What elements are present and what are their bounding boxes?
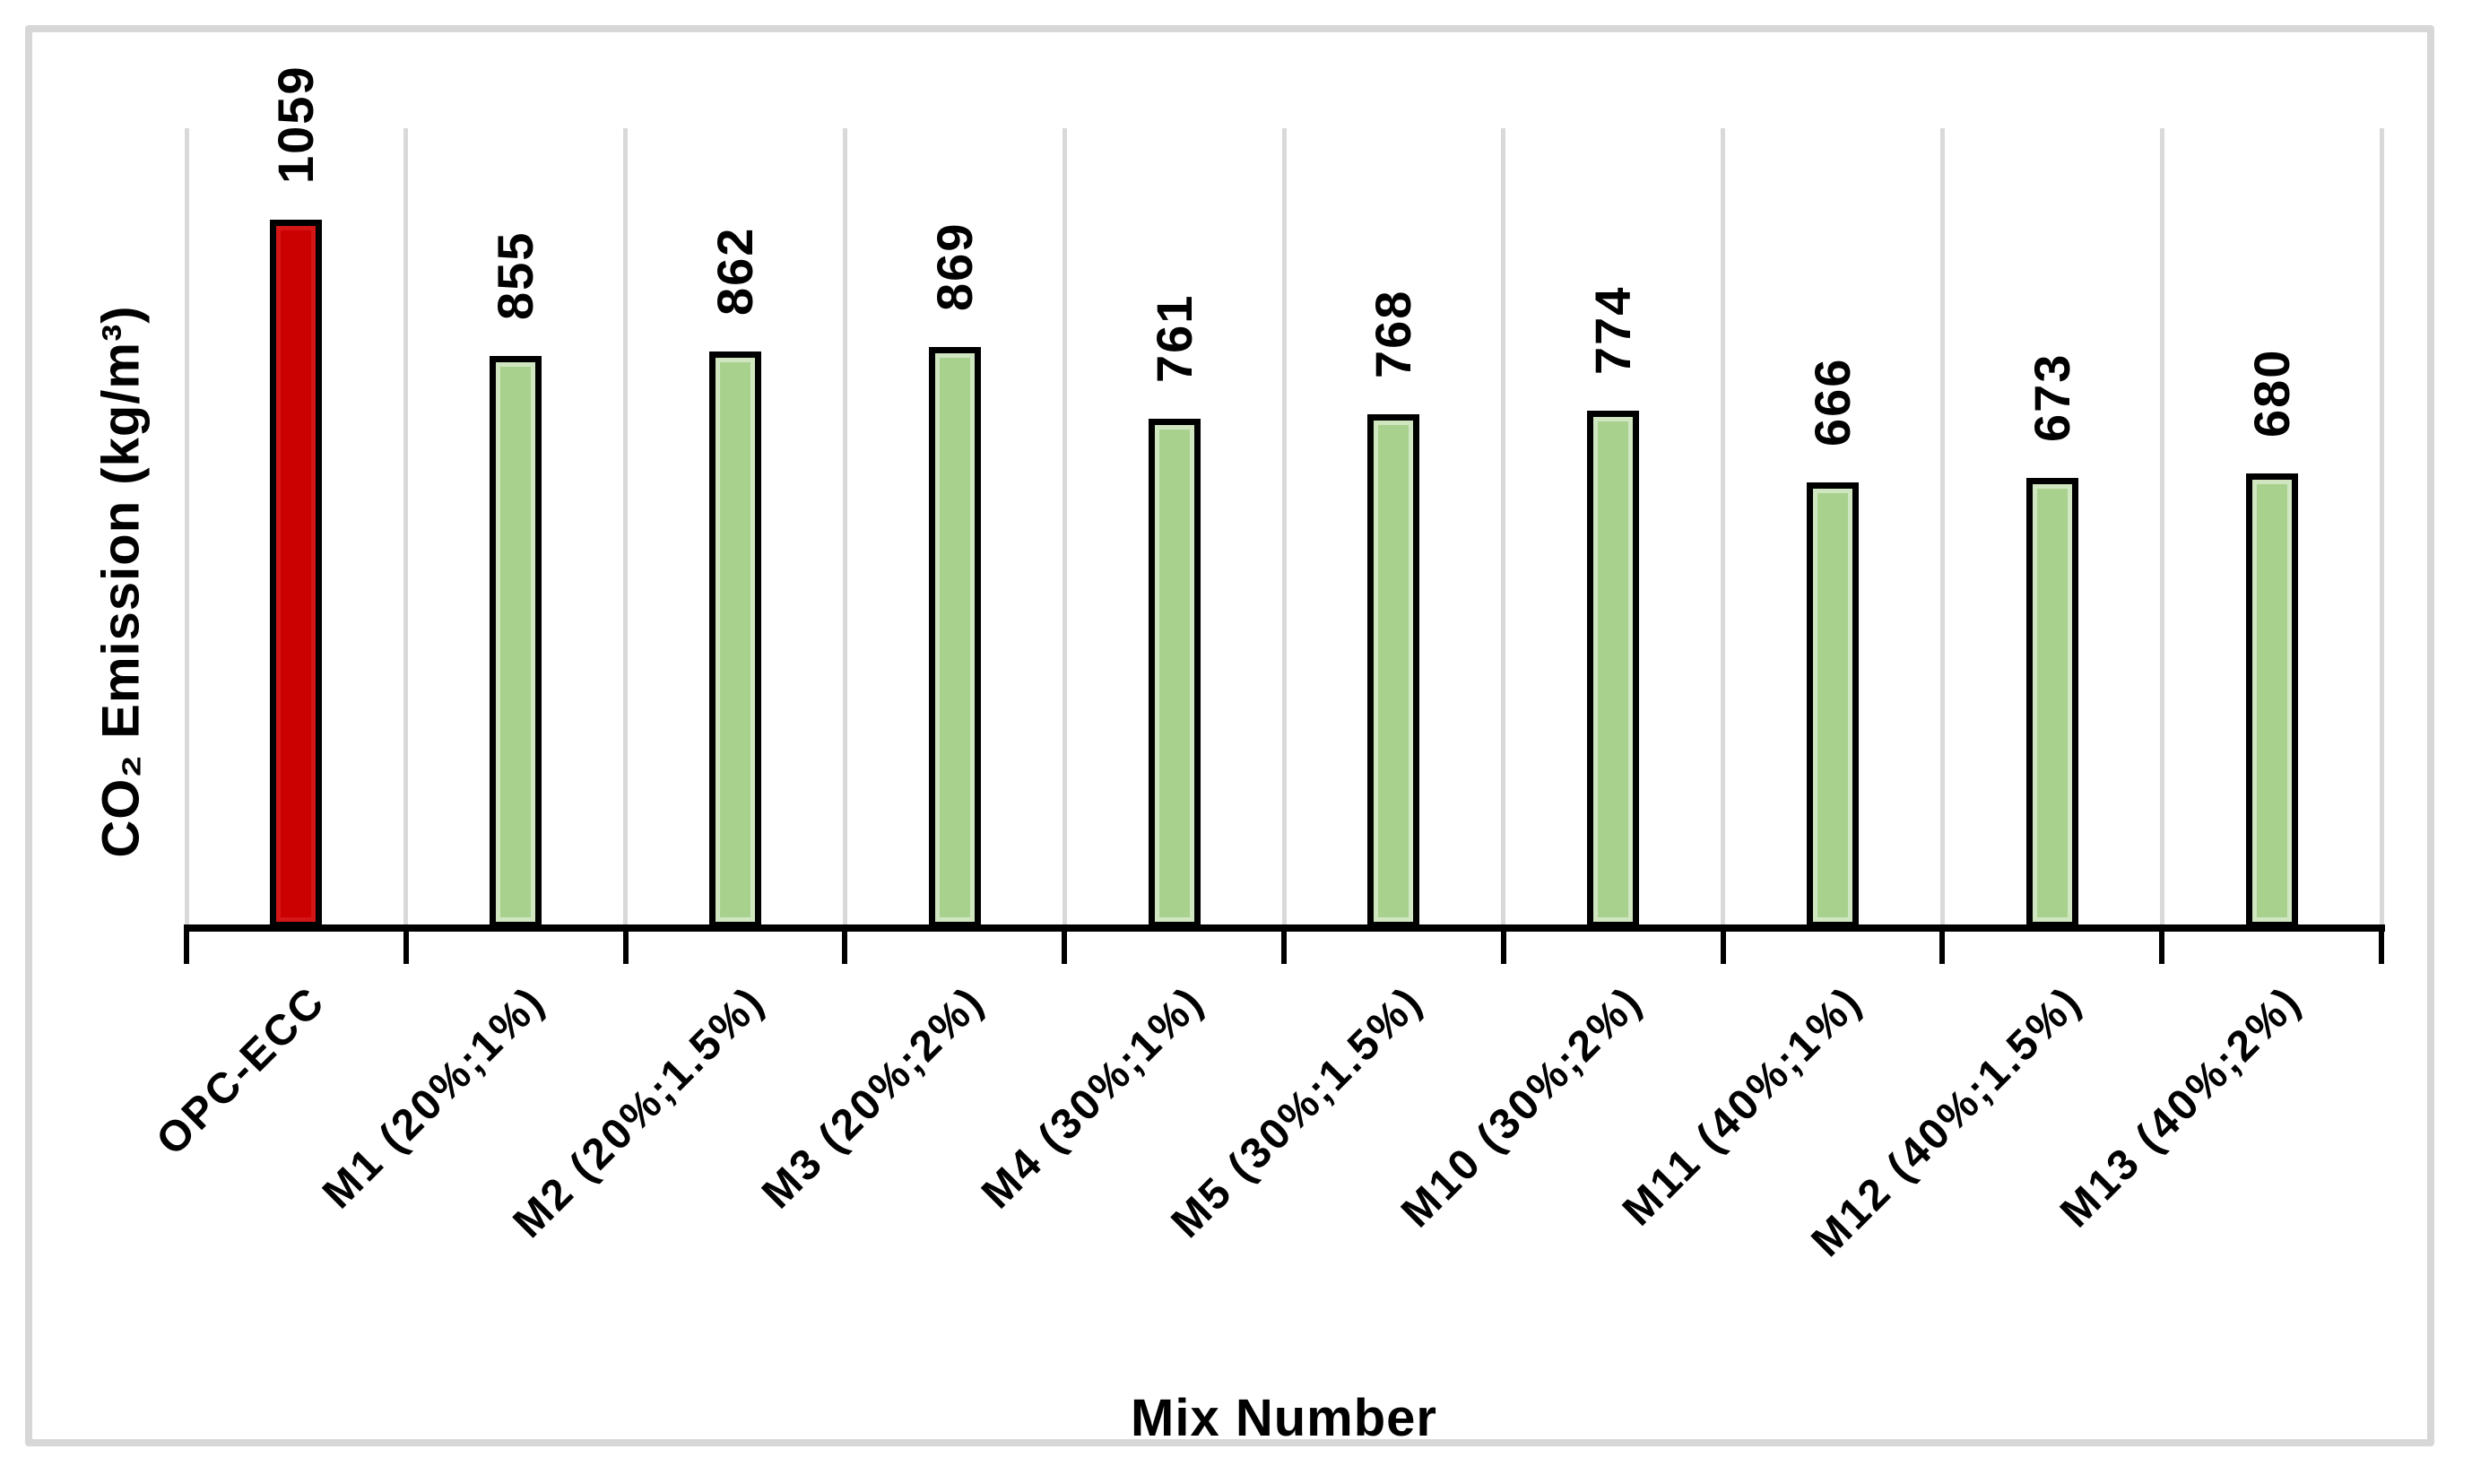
bar-value-label: 869	[925, 221, 983, 311]
vertical-gridline	[842, 128, 847, 928]
y-axis-title: CO₂ Emission (kg/m³)	[91, 305, 151, 858]
vertical-gridline	[184, 128, 189, 928]
x-axis-tick	[403, 924, 409, 964]
bar-value-label: 673	[2023, 352, 2080, 442]
vertical-gridline	[1281, 128, 1287, 928]
x-axis-tick	[2159, 924, 2165, 964]
x-axis-tick	[1939, 924, 1946, 964]
vertical-gridline	[1721, 128, 1726, 928]
bar-M2 (20%;1.5%)	[709, 351, 761, 928]
bar-M3 (20%;2%)	[928, 347, 981, 928]
x-axis-tick	[1500, 924, 1506, 964]
x-axis-tick	[184, 924, 189, 964]
vertical-gridline	[623, 128, 629, 928]
bar-value-label: 855	[487, 230, 544, 320]
bar-OPC-ECC	[270, 220, 323, 928]
bar-M10 (30%;2%)	[1587, 411, 1640, 928]
bar-M12 (40%;1.5%)	[2025, 478, 2078, 928]
x-axis-tick	[2379, 924, 2384, 964]
x-axis-tick	[1281, 924, 1287, 964]
bar-value-label: 862	[707, 226, 763, 316]
vertical-gridline	[2159, 128, 2164, 928]
bar-M4 (30%;1%)	[1148, 419, 1201, 928]
bar-value-label: 774	[1584, 285, 1642, 375]
vertical-gridline	[2379, 128, 2384, 928]
bar-M11 (40%;1%)	[1807, 482, 1859, 928]
bar-M1 (20%;1%)	[490, 356, 542, 928]
bar-value-label: 768	[1365, 289, 1422, 378]
bar-value-label: 1059	[267, 65, 325, 184]
x-axis-title: Mix Number	[1131, 1389, 1437, 1447]
x-axis-tick	[1720, 924, 1726, 964]
x-axis-tick	[1062, 924, 1068, 964]
bar-M5 (30%;1.5%)	[1367, 414, 1420, 928]
x-axis-tick	[842, 924, 848, 964]
bar-M13 (40%;2%)	[2245, 473, 2298, 928]
bar-value-label: 680	[2242, 348, 2300, 438]
x-axis-tick	[622, 924, 629, 964]
bar-value-label: 666	[1804, 357, 1861, 447]
bar-value-label: 761	[1145, 293, 1202, 383]
vertical-gridline	[1501, 128, 1506, 928]
vertical-gridline	[403, 128, 409, 928]
vertical-gridline	[1062, 128, 1067, 928]
vertical-gridline	[1939, 128, 1945, 928]
